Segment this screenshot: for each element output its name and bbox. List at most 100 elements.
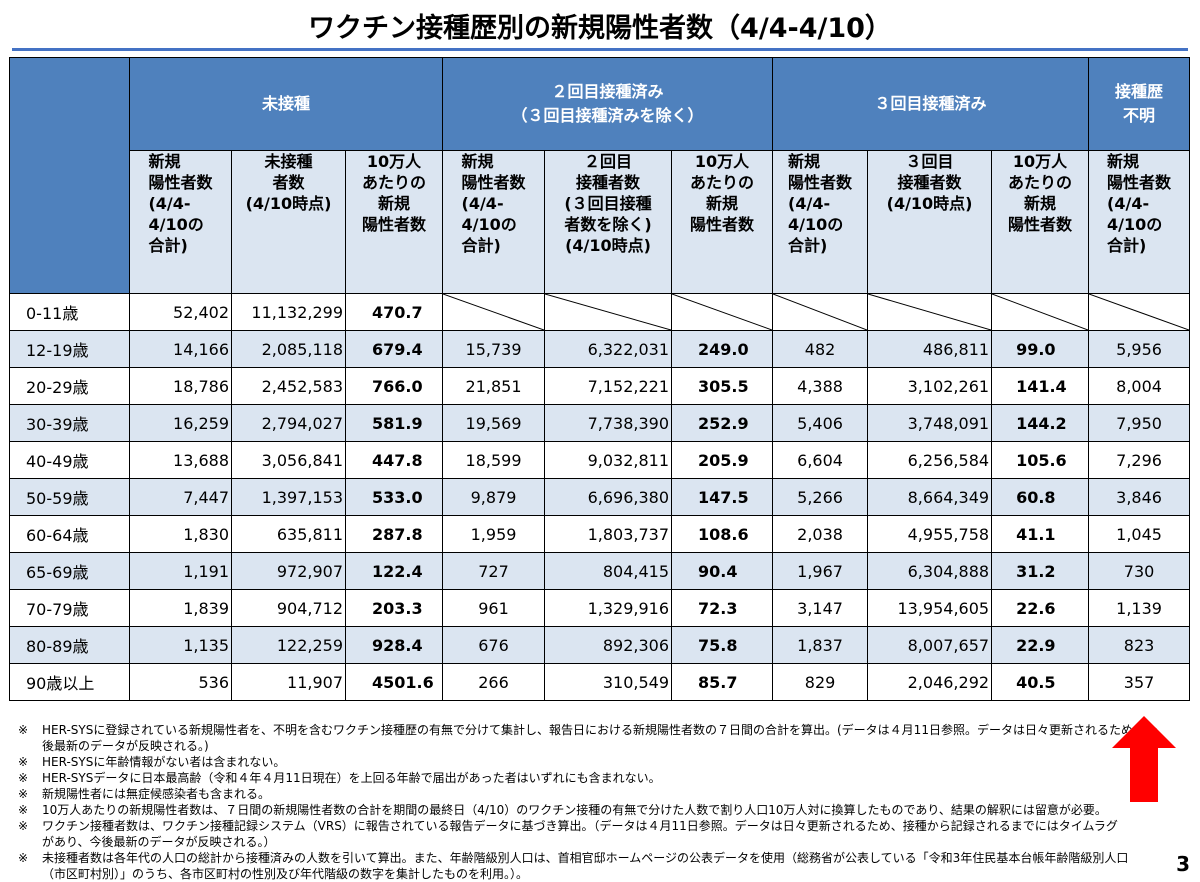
unknown-new-cell: 730 [1088,552,1191,590]
unknown-new-cell: 7,296 [1088,441,1191,479]
group-header-row: 未接種 ２回目接種済み （３回目接種済みを除く） ３回目接種済み 接種歴 不明 [9,57,1191,294]
unvaccinated-rate-cell: 122.4 [344,552,444,590]
subheader-unknown-new: 新規 陽性者数 (4/4- 4/10の 合計) [1088,150,1191,294]
dose3-new-cell: 1,837 [772,626,869,664]
footnote: ※ 10万人あたりの新規陽性者数は、７日間の新規陽性者数の合計を期間の最終日（4/… [18,802,1178,818]
dose3-rate-cell: 99.0 [991,330,1090,368]
table-row-10: 90歳以上 536 11,907 4501.6 266 310,549 85.7… [9,663,1191,701]
unknown-new-cell: 1,139 [1088,589,1191,627]
dose3-pop-cell: 4,955,758 [867,515,993,553]
age-cell: 30-39歳 [9,404,130,442]
group-dose3: ３回目接種済み [772,57,1090,151]
unvaccinated-pop-cell: 904,712 [231,589,346,627]
unvaccinated-new-cell: 1,191 [129,552,232,590]
unvaccinated-rate-cell: 533.0 [344,478,444,516]
subheader-unvaccinated-new: 新規 陽性者数 (4/4- 4/10の 合計) [129,150,232,294]
dose3-rate-cell: 60.8 [991,478,1090,516]
unvaccinated-rate-cell: 581.9 [344,404,444,442]
unvaccinated-pop-cell: 635,811 [231,515,346,553]
dose3-new-cell: 4,388 [772,367,869,405]
dose2-pop-cell: 7,738,390 [544,404,673,442]
group-dose2: ２回目接種済み （３回目接種済みを除く） [442,57,774,151]
age-cell: 40-49歳 [9,441,130,479]
dose2-pop-cell: 6,322,031 [544,330,673,368]
unknown-new-cell: 8,004 [1088,367,1191,405]
subheader-dose2-rate: 10万人 あたりの 新規 陽性者数 [671,150,774,294]
note-text: 新規陽性者には無症候感染者も含まれる。 [42,787,271,801]
unvaccinated-new-cell: 18,786 [129,367,232,405]
table-row-8: 70-79歳 1,839 904,712 203.3 961 1,329,916… [9,589,1191,627]
dose3-pop-cell: 8,664,349 [867,478,993,516]
age-cell: 65-69歳 [9,552,130,590]
dose2-pop-cell: 310,549 [544,663,673,701]
age-cell: 80-89歳 [9,626,130,664]
dose3-pop-cell: 13,954,605 [867,589,993,627]
empty-cell [867,293,993,331]
group-unvaccinated: 未接種 [128,57,444,151]
unknown-new-cell: 5,956 [1088,330,1191,368]
note-text: 未接種者数は各年代の人口の総計から接種済みの人数を引いて算出。また、年齢階級別人… [42,851,1129,881]
unvaccinated-new-cell: 7,447 [129,478,232,516]
note-text: ワクチン接種者数は、ワクチン接種記録システム（VRS）に報告されている報告データ… [42,819,1118,849]
unvaccinated-rate-cell: 928.4 [344,626,444,664]
dose3-rate-cell: 22.6 [991,589,1090,627]
page-number: 3 [1176,852,1190,876]
table-row-1: 12-19歳 14,166 2,085,118 679.4 15,739 6,3… [9,330,1191,368]
age-cell: 60-64歳 [9,515,130,553]
empty-cell [991,293,1090,331]
dose2-new-cell: 18,599 [442,441,546,479]
subheader-dose2-pop: ２回目 接種者数 (３回目接種 者数を除く) (4/10時点) [544,150,673,294]
empty-cell [1088,293,1191,331]
unvaccinated-rate-cell: 470.7 [344,293,444,331]
dose3-new-cell: 829 [772,663,869,701]
unknown-new-cell: 3,846 [1088,478,1191,516]
dose2-new-cell: 21,851 [442,367,546,405]
dose3-rate-cell: 105.6 [991,441,1090,479]
note-mark: ※ [18,771,29,785]
dose2-rate-cell: 75.8 [671,626,774,664]
group-unknown: 接種歴 不明 [1088,57,1191,151]
dose2-new-cell: 9,879 [442,478,546,516]
subheader-dose2-new: 新規 陽性者数 (4/4- 4/10の 合計) [442,150,546,294]
unvaccinated-pop-cell: 3,056,841 [231,441,346,479]
dose2-new-cell: 676 [442,626,546,664]
unvaccinated-new-cell: 536 [129,663,232,701]
note-mark: ※ [18,787,29,801]
unvaccinated-new-cell: 16,259 [129,404,232,442]
age-cell: 12-19歳 [9,330,130,368]
table-row-2: 20-29歳 18,786 2,452,583 766.0 21,851 7,1… [9,367,1191,405]
dose3-new-cell: 482 [772,330,869,368]
unvaccinated-rate-cell: 679.4 [344,330,444,368]
unvaccinated-pop-cell: 1,397,153 [231,478,346,516]
dose3-new-cell: 1,967 [772,552,869,590]
dose3-pop-cell: 8,007,657 [867,626,993,664]
dose3-rate-cell: 144.2 [991,404,1090,442]
table-row-5: 50-59歳 7,447 1,397,153 533.0 9,879 6,696… [9,478,1191,516]
dose2-pop-cell: 804,415 [544,552,673,590]
dose2-new-cell: 1,959 [442,515,546,553]
unvaccinated-new-cell: 1,135 [129,626,232,664]
dose2-rate-cell: 252.9 [671,404,774,442]
dose2-new-cell: 266 [442,663,546,701]
age-cell: 20-29歳 [9,367,130,405]
unvaccinated-rate-cell: 4501.6 [344,663,444,701]
note-mark: ※ [18,851,29,865]
note-text: HER-SYSに登録されている新規陽性者を、不明を含むワクチン接種歴の有無で分け… [42,723,1157,753]
dose2-rate-cell: 249.0 [671,330,774,368]
dose2-rate-cell: 108.6 [671,515,774,553]
age-cell: 90歳以上 [9,663,130,701]
dose2-pop-cell: 1,803,737 [544,515,673,553]
subheader-unvaccinated-rate: 10万人 あたりの 新規 陽性者数 [344,150,444,294]
empty-cell [442,293,546,331]
dose3-rate-cell: 41.1 [991,515,1090,553]
unvaccinated-pop-cell: 972,907 [231,552,346,590]
note-text: 10万人あたりの新規陽性者数は、７日間の新規陽性者数の合計を期間の最終日（4/1… [42,803,1107,817]
unvaccinated-new-cell: 52,402 [129,293,232,331]
dose3-new-cell: 3,147 [772,589,869,627]
dose2-new-cell: 727 [442,552,546,590]
empty-cell [544,293,673,331]
dose3-new-cell: 5,266 [772,478,869,516]
title-underline [12,48,1188,51]
note-mark: ※ [18,755,29,769]
unvaccinated-rate-cell: 203.3 [344,589,444,627]
